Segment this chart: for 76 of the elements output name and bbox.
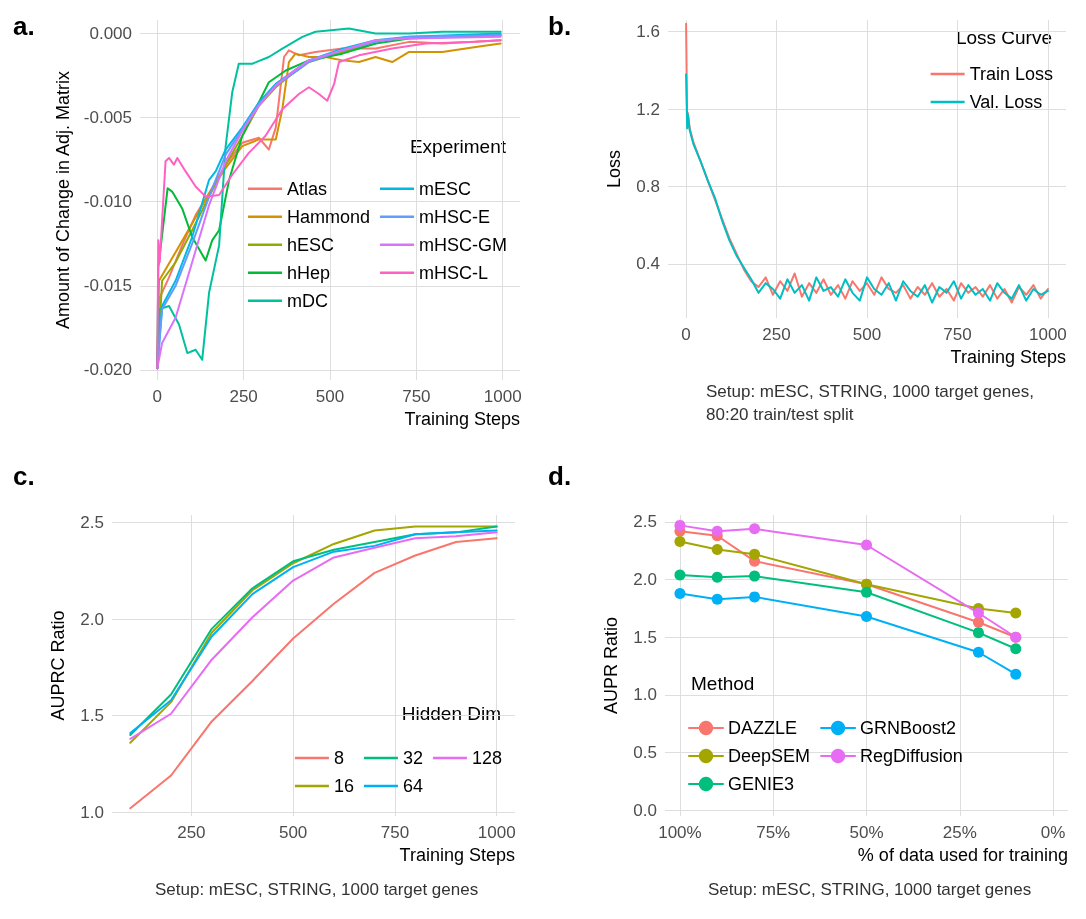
legend-label: mHSC-GM xyxy=(419,234,508,255)
legend-label: GENIE3 xyxy=(728,774,795,794)
y-tick-label: 0.0 xyxy=(633,800,657,820)
x-tick-label: 1000 xyxy=(1028,325,1067,344)
legend-label: 16 xyxy=(333,776,354,796)
x-tick-label: 250 xyxy=(177,823,206,842)
y-axis-title: Loss xyxy=(604,149,624,189)
legend-label: mDC xyxy=(286,290,328,311)
y-axis-title: AUPR Ratio xyxy=(601,616,621,715)
y-tick-label: 2.5 xyxy=(80,513,104,533)
legend-label: Train Loss xyxy=(969,64,1054,84)
x-axis-title: Training Steps xyxy=(399,845,515,865)
y-tick-label: 0.4 xyxy=(636,254,660,274)
legend-label: 64 xyxy=(402,776,423,796)
x-axis-title: Training Steps xyxy=(404,409,520,429)
x-tick-label: 50% xyxy=(849,823,884,842)
y-tick-label: 0.5 xyxy=(633,743,657,763)
y-axis-title: Amount of Change in Adj. Matrix xyxy=(53,70,73,330)
legend-label: GRNBoost2 xyxy=(860,718,957,738)
chart-title: b. xyxy=(548,11,572,41)
y-tick-label: 2.5 xyxy=(633,512,657,532)
y-axis-title: AUPRC Ratio xyxy=(48,610,68,721)
y-tick-label: 1.5 xyxy=(633,627,657,647)
legend-label: 128 xyxy=(471,748,503,768)
x-tick-label: 500 xyxy=(278,823,308,842)
y-tick-label: 1.0 xyxy=(633,685,657,705)
chart-title: d. xyxy=(548,461,572,491)
y-tick-label: 1.6 xyxy=(636,22,660,42)
legend-label: mHSC-L xyxy=(419,262,489,283)
x-tick-label: 75% xyxy=(756,823,791,842)
text: Setup: mESC, STRING, 1000 target genes, 80:20 train/test split xyxy=(706,382,1039,424)
legend-label: Val. Loss xyxy=(969,92,1043,112)
legend-label: 8 xyxy=(333,748,344,768)
text: Setup: mESC, STRING, 1000 target genes xyxy=(708,880,1032,899)
legend-label: hESC xyxy=(286,234,335,255)
x-axis-title: % of data used for training xyxy=(857,845,1068,865)
y-tick-label: -0.015 xyxy=(83,276,132,296)
y-tick-label: 2.0 xyxy=(80,609,104,629)
y-tick-label: 1.2 xyxy=(636,99,660,119)
x-axis-title: Training Steps xyxy=(950,347,1066,367)
x-tick-label: 0 xyxy=(681,325,691,344)
legend-title: Experiment xyxy=(409,135,507,157)
x-tick-label: 750 xyxy=(943,325,972,344)
legend-label: hHep xyxy=(286,262,331,283)
x-tick-label: 25% xyxy=(942,823,977,842)
legend-label: 32 xyxy=(402,748,423,768)
text: Setup: mESC, STRING, 1000 target genes xyxy=(155,880,479,899)
y-tick-label: -0.005 xyxy=(83,108,132,128)
legend-label: mESC xyxy=(419,178,472,199)
legend-label: Hammond xyxy=(286,206,371,227)
legend-label: RegDiffusion xyxy=(860,746,963,766)
x-tick-label: 750 xyxy=(402,387,431,406)
y-tick-label: 0.000 xyxy=(89,23,132,43)
y-tick-label: 0.8 xyxy=(636,176,660,196)
y-tick-label: 1.0 xyxy=(80,802,104,822)
legend-label: DAZZLE xyxy=(728,718,798,738)
y-tick-label: -0.020 xyxy=(83,360,132,380)
legend-label: Atlas xyxy=(286,178,328,199)
chart-title: c. xyxy=(13,461,35,491)
x-tick-label: 250 xyxy=(229,387,258,406)
x-tick-label: 0 xyxy=(152,387,163,406)
x-tick-label: 250 xyxy=(762,325,791,344)
x-tick-label: 1000 xyxy=(483,387,522,406)
x-tick-label: 500 xyxy=(315,387,345,406)
legend-label: mHSC-E xyxy=(419,206,491,227)
legend-title: Method xyxy=(691,673,755,694)
y-tick-label: 1.5 xyxy=(80,706,104,726)
x-tick-label: 100% xyxy=(658,823,702,842)
x-tick-label: 1000 xyxy=(477,823,516,842)
y-tick-label: -0.010 xyxy=(83,192,132,212)
y-tick-label: 2.0 xyxy=(633,570,657,590)
chart-title: a. xyxy=(13,11,35,41)
x-tick-label: 750 xyxy=(380,823,410,842)
x-tick-label: 0% xyxy=(1040,823,1066,842)
x-tick-label: 500 xyxy=(852,325,882,344)
legend-label: DeepSEM xyxy=(728,746,811,766)
